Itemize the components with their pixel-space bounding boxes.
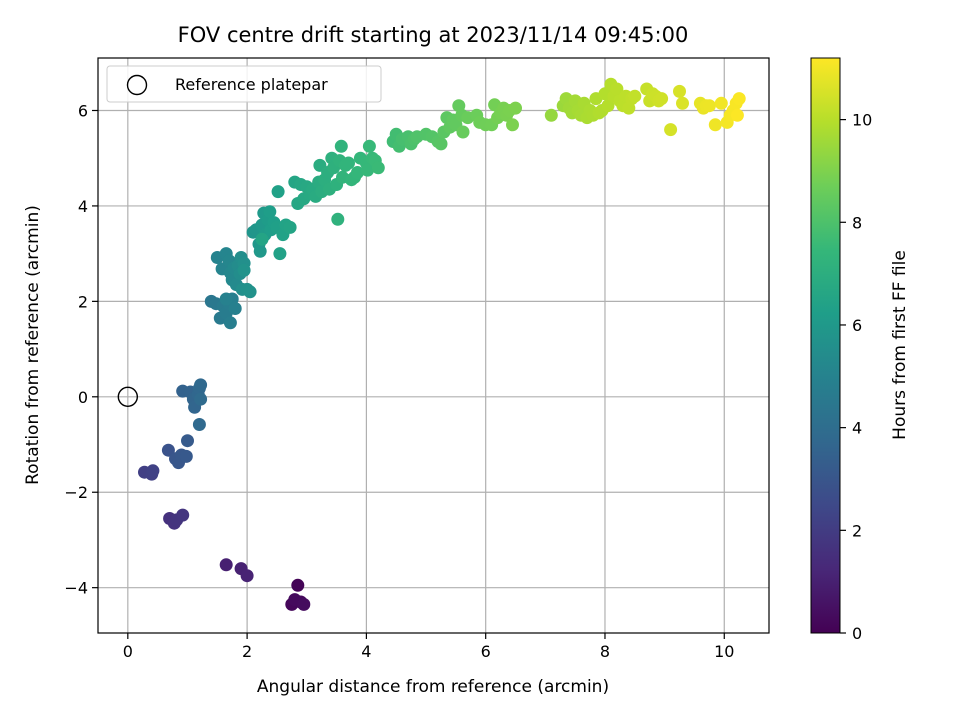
scatter-point <box>664 123 678 137</box>
scatter-point <box>263 205 277 219</box>
scatter-point <box>371 161 385 175</box>
scatter-point <box>181 434 194 448</box>
grid-lines <box>98 58 769 633</box>
scatter-point <box>179 449 193 463</box>
scatter-point <box>297 597 311 611</box>
scatter-point <box>240 569 254 583</box>
y-axis-ticks: −4 −2 0 2 4 6 <box>64 101 98 598</box>
scatter-point <box>702 99 716 113</box>
data-points <box>138 77 746 611</box>
scatter-point <box>253 244 267 258</box>
scatter-point <box>194 378 208 392</box>
scatter-point <box>255 232 269 246</box>
scatter-point <box>219 292 233 306</box>
scatter-point <box>342 156 355 170</box>
colorbar-tick-label: 6 <box>852 316 862 335</box>
scatter-point <box>673 84 686 98</box>
colorbar-tick-label: 4 <box>852 419 862 438</box>
colorbar-tick-label: 0 <box>852 624 862 643</box>
x-axis-ticks: 0 2 4 6 8 10 <box>123 633 734 661</box>
scatter-point <box>601 99 615 113</box>
scatter-point <box>509 101 522 115</box>
x-tick-label: 8 <box>600 642 610 661</box>
scatter-point <box>243 285 257 299</box>
scatter-point <box>676 96 689 110</box>
y-tick-label: 6 <box>78 101 88 120</box>
x-axis-label: Angular distance from reference (arcmin) <box>257 677 609 697</box>
scatter-point <box>506 118 519 132</box>
scatter-point <box>334 139 348 153</box>
y-axis-label: Rotation from reference (arcmin) <box>23 205 43 485</box>
legend: Reference platepar <box>106 65 382 103</box>
scatter-point <box>361 163 375 177</box>
scatter-point <box>708 118 722 132</box>
y-tick-label: 2 <box>78 292 88 311</box>
y-tick-label: −2 <box>64 483 88 502</box>
y-tick-label: 4 <box>78 197 88 216</box>
scatter-point <box>223 316 237 330</box>
scatter-point <box>628 89 642 103</box>
colorbar <box>810 57 841 634</box>
scatter-point <box>283 220 297 234</box>
scatter-point <box>714 96 728 110</box>
colorbar-tick-label: 2 <box>852 521 862 540</box>
scatter-point <box>732 92 746 106</box>
reference-platepar-marker <box>117 386 139 407</box>
scatter-point <box>161 443 175 457</box>
colorbar-ticks: 0 2 4 6 8 10 <box>840 111 872 643</box>
y-tick-label: −4 <box>64 579 88 598</box>
x-tick-label: 10 <box>714 642 734 661</box>
scatter-point <box>331 212 345 226</box>
x-tick-label: 0 <box>123 642 133 661</box>
legend-marker-open-circle <box>126 74 148 96</box>
scatter-point <box>456 125 470 139</box>
scatter-point <box>351 166 364 179</box>
scatter-point <box>146 464 160 478</box>
x-tick-label: 2 <box>242 642 252 661</box>
scatter-point <box>730 108 744 122</box>
chart-title: FOV centre drift starting at 2023/11/14 … <box>178 23 689 47</box>
scatter-point <box>434 137 448 151</box>
legend-entry-label: Reference platepar <box>175 75 328 94</box>
scatter-point <box>192 418 206 431</box>
scatter-point <box>610 82 624 96</box>
colorbar-tick-label: 10 <box>852 111 872 130</box>
scatter-point <box>176 508 190 522</box>
colorbar-label: Hours from first FF file <box>890 250 910 440</box>
y-tick-label: 0 <box>78 388 88 407</box>
legend-box <box>106 65 382 103</box>
x-tick-label: 6 <box>481 642 491 661</box>
scatter-point <box>237 263 251 277</box>
reference-point <box>117 386 139 407</box>
scatter-point <box>655 92 669 106</box>
scatter-point <box>194 392 208 406</box>
scatter-point <box>362 139 376 153</box>
scatter-point <box>544 108 558 122</box>
colorbar-tick-label: 8 <box>852 213 862 232</box>
x-tick-label: 4 <box>361 642 371 661</box>
scatter-point <box>228 302 242 315</box>
scatter-point <box>291 578 305 592</box>
scatter-point <box>271 185 285 199</box>
plot-area-frame <box>97 57 770 634</box>
scatter-point <box>219 558 233 572</box>
scatter-point <box>273 247 287 261</box>
